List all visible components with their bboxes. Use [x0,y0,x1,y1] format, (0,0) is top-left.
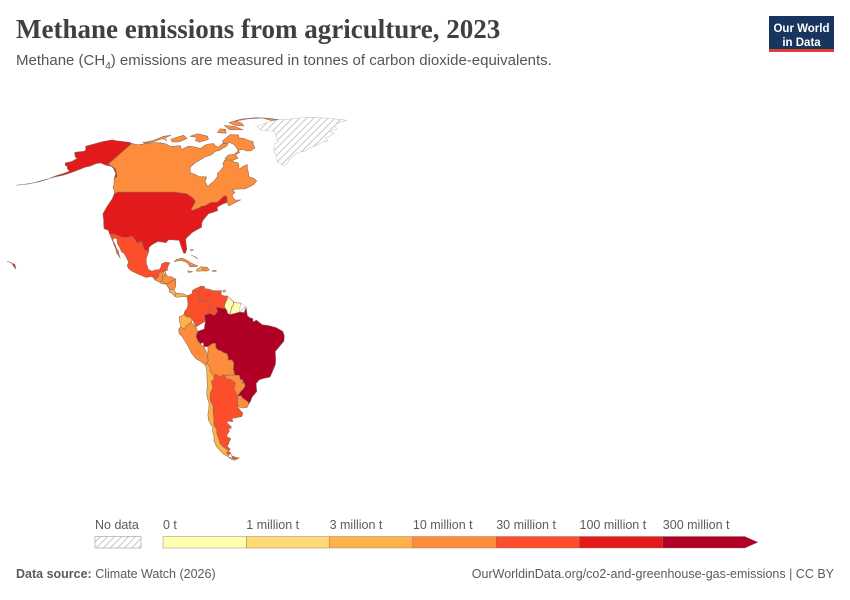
svg-text:100 million t: 100 million t [580,518,647,532]
svg-text:10 million t: 10 million t [413,518,473,532]
svg-text:1 million t: 1 million t [246,518,299,532]
svg-text:300 million t: 300 million t [663,518,730,532]
svg-text:3 million t: 3 million t [330,518,383,532]
svg-text:30 million t: 30 million t [496,518,556,532]
svg-text:0 t: 0 t [163,518,177,532]
svg-text:No data: No data [95,518,139,532]
